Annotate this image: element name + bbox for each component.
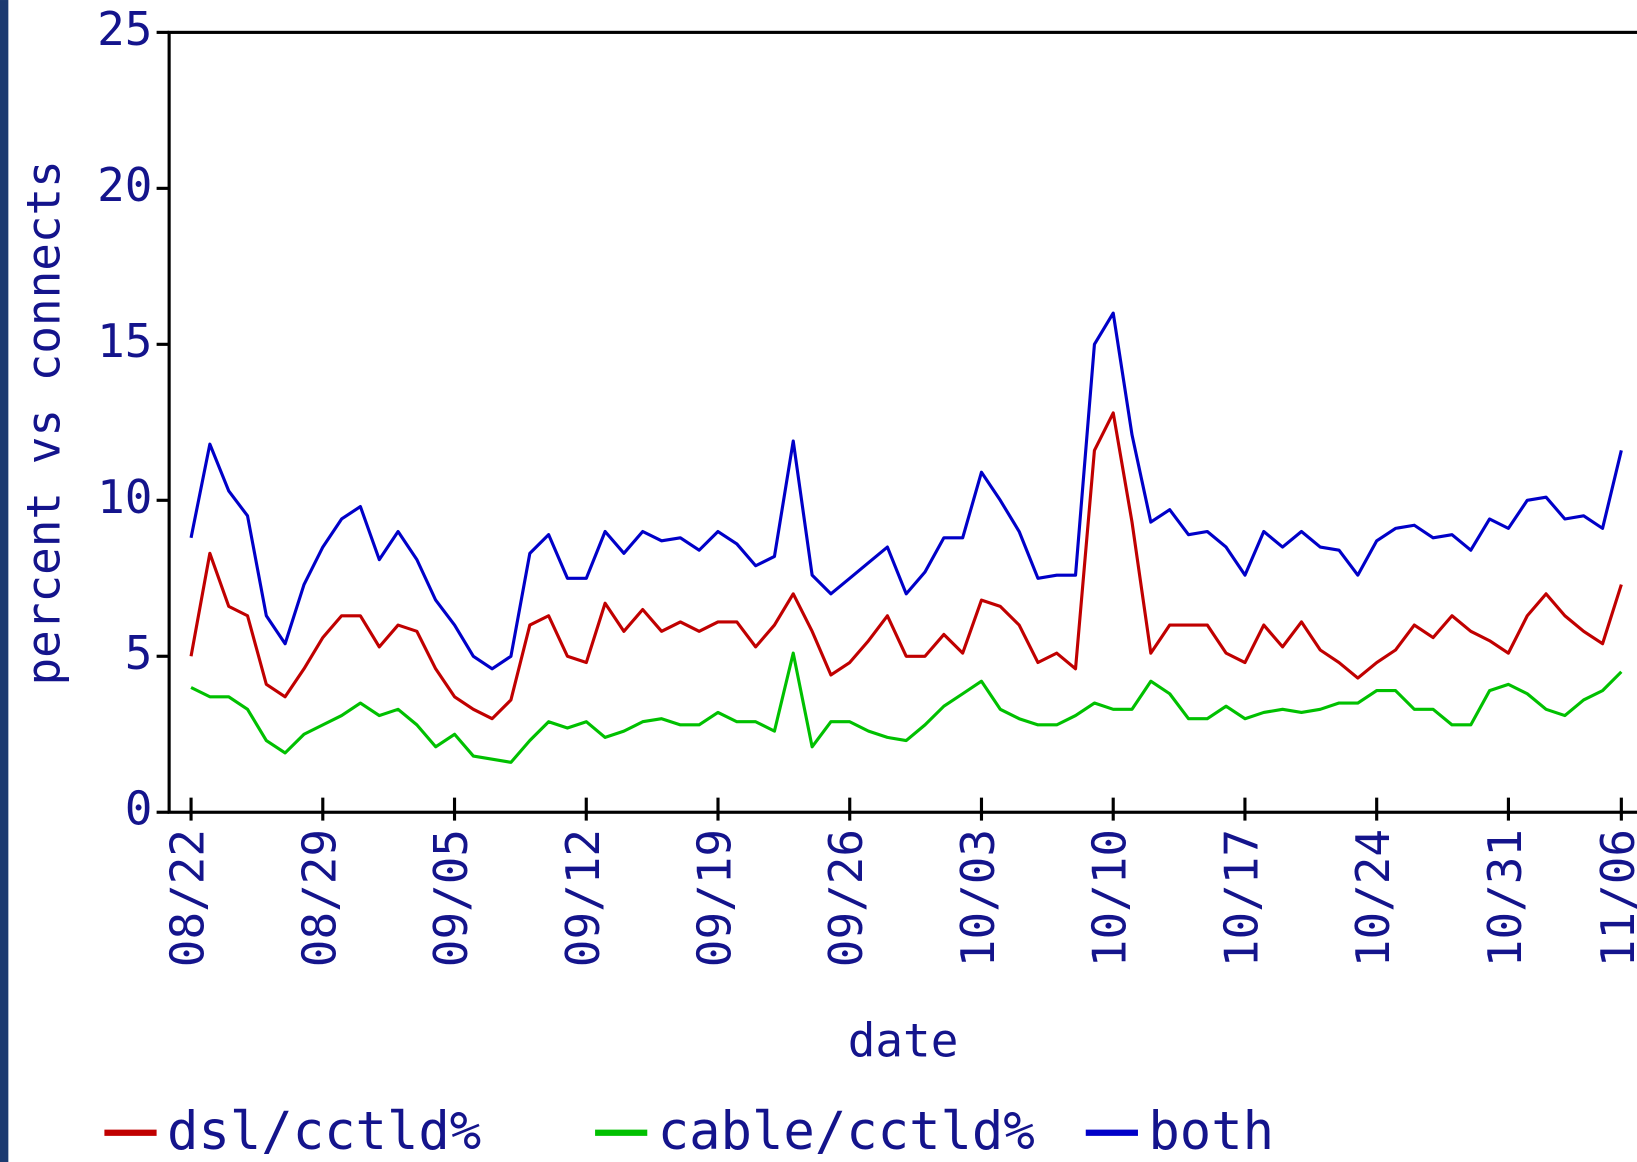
y-tick-label: 15 (97, 314, 152, 368)
x-tick-label: 10/31 (1478, 829, 1532, 967)
series-line (190, 651, 1623, 764)
legend-label: dsl/cctld% (167, 1102, 481, 1162)
x-tick-label: 10/03 (951, 829, 1005, 967)
plot-frame (167, 30, 1637, 814)
x-tick-label: 09/19 (688, 829, 742, 967)
x-tick-label: 10/17 (1214, 829, 1268, 967)
series-line (189, 411, 1623, 721)
x-tick-label: 09/26 (819, 829, 873, 967)
legend-label: cable/cctld% (658, 1102, 1035, 1162)
window-border (0, 0, 9, 1162)
y-tick-label: 20 (97, 158, 152, 212)
y-tick-label: 10 (97, 470, 152, 524)
legend-label: both (1148, 1102, 1274, 1162)
x-tick-label: 11/06 (1591, 829, 1637, 967)
x-tick-label: 08/29 (292, 829, 346, 967)
x-tick-label: 08/22 (161, 829, 215, 967)
x-tick-label: 09/12 (556, 829, 610, 967)
y-tick-label: 25 (97, 2, 152, 56)
x-tick-label: 10/10 (1083, 829, 1137, 967)
y-tick-label: 0 (125, 782, 153, 836)
y-tick-label: 5 (125, 626, 153, 680)
x-tick-label: 09/05 (424, 829, 478, 967)
x-tick-label: 10/24 (1346, 829, 1400, 967)
series-line (189, 311, 1623, 671)
x-axis-label: date (848, 1014, 959, 1068)
y-axis-label: percent vs connects (16, 160, 70, 685)
